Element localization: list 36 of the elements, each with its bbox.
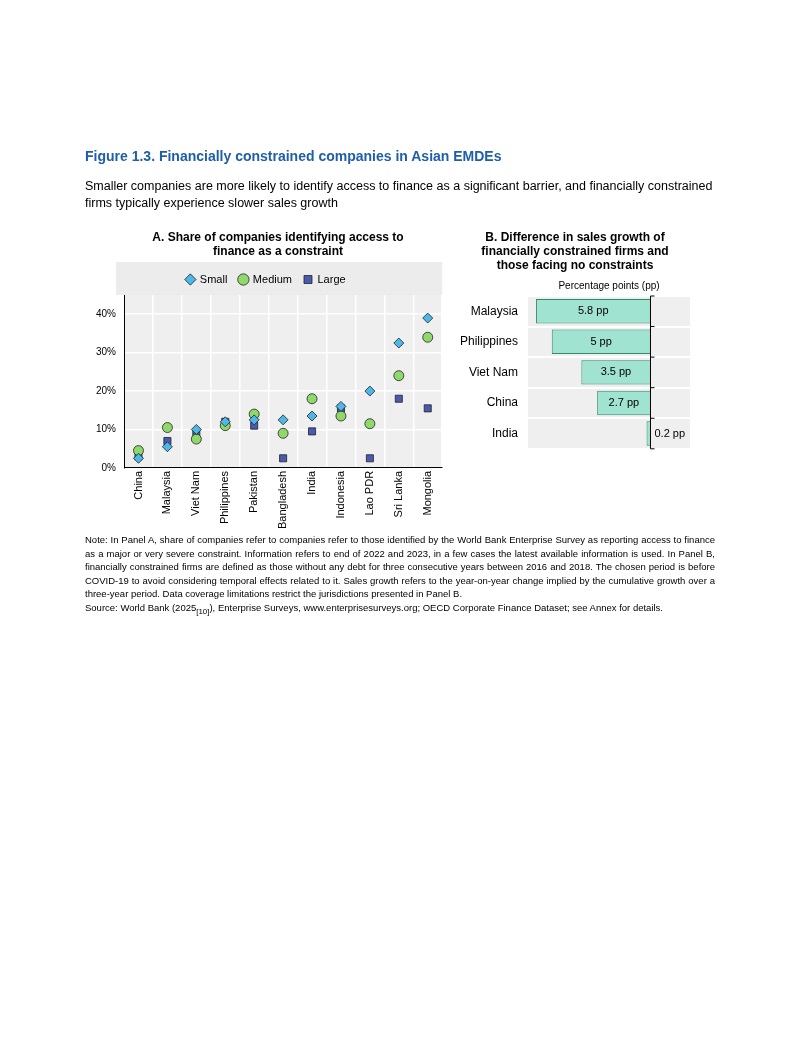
- legend-label: Small: [199, 272, 228, 285]
- data-label: 5.8 pp: [577, 304, 609, 317]
- y-tick-label: India: [492, 425, 519, 440]
- y-tick-label: 20%: [96, 384, 117, 396]
- data-label: 3.5 pp: [600, 365, 632, 378]
- chart-title: A. Share of companies identifying access to finance as a constraint: [151, 230, 405, 258]
- x-axis-title: Percentage points (pp): [558, 279, 660, 291]
- y-tick-label: 40%: [96, 307, 117, 319]
- x-tick-label: Viet Nam: [189, 470, 202, 516]
- x-tick-label: Sri Lanka: [391, 470, 404, 518]
- x-tick-label: Malaysia: [160, 470, 173, 515]
- x-tick-label: Philippines: [218, 470, 231, 525]
- source-note: Source: World Bank (2025$_{[10]}$), Enterprise Surveys, www.enterprisesurveys.org; OECD Corporate Finance Dataset; see Annex for details.: [85, 600, 664, 618]
- chart-title: B. Difference in sales growth of financially constrained firms and those facing no constraints: [480, 230, 670, 272]
- x-tick-label: Lao PDR: [362, 470, 375, 516]
- x-tick-label: Mongolia: [420, 470, 433, 516]
- y-tick-label: Viet Nam: [468, 364, 519, 379]
- data-label: 5 pp: [590, 334, 612, 347]
- data-label: 0.2 pp: [654, 426, 686, 439]
- y-tick-label: Philippines: [459, 334, 519, 349]
- y-tick-label: 30%: [96, 346, 117, 358]
- y-tick-label: China: [486, 395, 519, 410]
- x-tick-label: Indonesia: [333, 470, 346, 519]
- x-tick-label: Pakistan: [247, 470, 260, 514]
- legend-label: Large: [317, 272, 346, 285]
- text: Smaller companies are more likely to identify access to finance as a significant barrier, and financially constrained firms typically experience slower sales growth: [85, 178, 714, 212]
- caption: Figure 1.3. Financially constrained companies in Asian EMDEs: [85, 148, 502, 164]
- text: Note: In Panel A, share of companies refer to companies refer to those identified by the World Bank Enterprise Survey as reporting access to finance as a major or very severe constraint. Information refers to end of 2022 and 2023, in a few cases the latest available information is used. In Panel B, financially constrained firms are defined as those without any debt for three consecutive years between 2016 and 2018. The chosen period is before COVID-19 to avoid considering temporal effects related to it. Sales growth refers to the year-on-year change implied by the cumulative growth over a three-year period. Data coverage limitations restrict the jurisdictions presented in Panel B.: [85, 533, 715, 601]
- data-label: 2.7 pp: [608, 395, 640, 408]
- legend-label: Medium: [252, 272, 292, 285]
- y-tick-label: Malaysia: [470, 303, 519, 318]
- y-tick-label: 10%: [96, 423, 117, 435]
- x-tick-label: India: [305, 470, 318, 495]
- x-tick-label: China: [131, 470, 144, 500]
- y-tick-label: 0%: [101, 461, 117, 473]
- x-tick-label: Bangladesh: [276, 470, 289, 529]
